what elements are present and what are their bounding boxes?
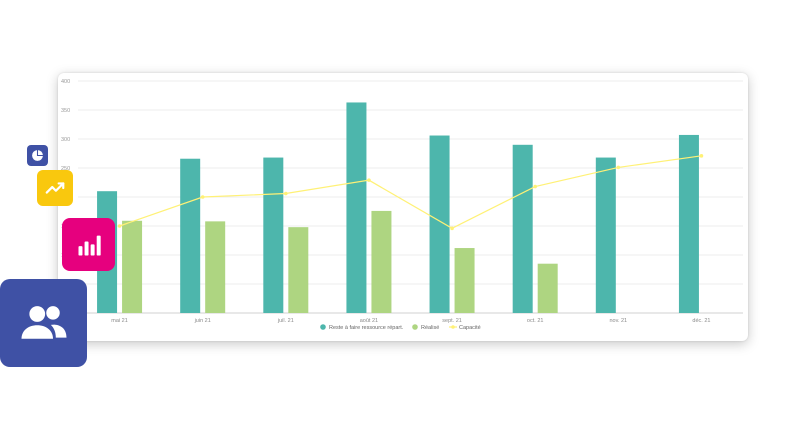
legend-reste-a-faire-marker [320, 324, 326, 330]
x-tick-label: sept. 21 [442, 318, 462, 324]
capacity-line [119, 155, 702, 230]
capacity-point [616, 165, 621, 170]
bar-realise [288, 227, 309, 313]
x-tick-label: nov. 21 [609, 318, 627, 324]
capacity-point [533, 184, 537, 189]
bar-reste-a-faire [263, 157, 284, 313]
y-tick-label: 300 [61, 137, 70, 143]
bar-realise [371, 210, 392, 313]
bar-reste-a-faire [180, 158, 201, 313]
bar-chart-tile[interactable] [62, 218, 115, 271]
bar-reste-a-faire [678, 134, 699, 313]
x-tick-label: oct. 21 [527, 318, 544, 324]
bar-reste-a-faire [512, 144, 533, 313]
y-tick-label: 400 [61, 79, 70, 85]
capacity-point [284, 191, 288, 196]
pie-chart-tile[interactable] [27, 145, 48, 166]
trend-line-icon [45, 182, 65, 194]
capacity-point [200, 195, 205, 199]
users-group-icon [21, 306, 66, 339]
trend-line-tile[interactable] [37, 170, 73, 206]
y-tick-label: 250 [61, 166, 70, 172]
x-tick-label: déc. 21 [692, 318, 710, 324]
legend-capacite-label: Capacité [459, 325, 481, 331]
bar-realise [122, 220, 143, 313]
users-tile[interactable] [0, 279, 87, 367]
x-tick-label: mai 21 [111, 318, 128, 324]
capacity-point [117, 224, 122, 228]
bar-chart-icon [78, 235, 101, 255]
legend-capacite-marker-dot [451, 325, 455, 329]
x-tick-label: juil. 21 [277, 318, 294, 324]
bar-realise [454, 248, 475, 313]
pie-chart-icon [32, 150, 43, 161]
x-tick-label: juin 21 [194, 318, 211, 324]
bar-reste-a-faire [595, 157, 616, 313]
y-tick-label: 350 [61, 108, 70, 114]
legend-realise-label: Réalisé [421, 325, 439, 331]
capacity-point [367, 178, 371, 182]
bar-realise [537, 263, 558, 313]
bar-realise [205, 221, 226, 313]
capacity-point [699, 154, 704, 158]
bar-reste-a-faire [346, 102, 367, 314]
capacity-point [450, 226, 454, 231]
legend-realise-marker [412, 324, 418, 330]
bar-reste-a-faire [429, 135, 450, 313]
legend-reste-a-faire-label: Reste à faire ressource répart. [329, 325, 404, 331]
x-tick-label: août 21 [360, 318, 378, 324]
